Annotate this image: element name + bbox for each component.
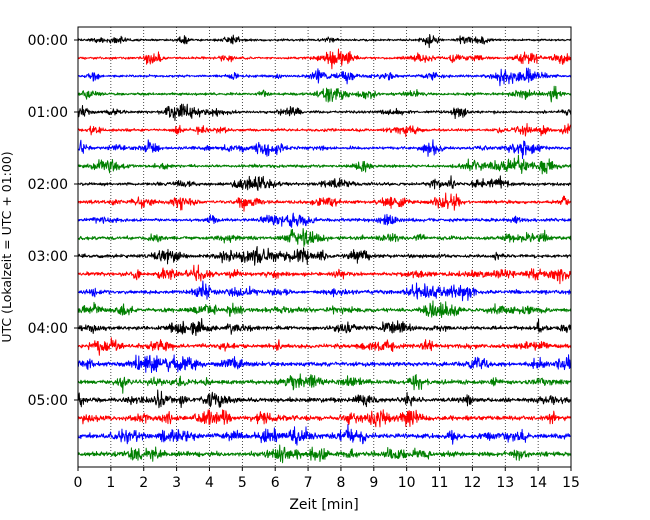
trace-0130 [77, 139, 572, 160]
x-axis-ticks: 0 1 2 3 4 5 6 7 8 9 10 11 12 13 14 15 [74, 467, 580, 491]
plot-frame [77, 26, 572, 468]
trace-0415 [77, 337, 572, 356]
trace-0215 [77, 192, 572, 212]
x-tick-label: 0 [74, 475, 83, 491]
x-axis-title: Zeit [min] [289, 497, 358, 513]
x-tick-label: 15 [562, 475, 580, 491]
seismogram-traces [77, 34, 572, 464]
trace-0315 [77, 264, 572, 285]
trace-0115 [77, 123, 572, 138]
y-tick-label: 05:00 [28, 393, 68, 409]
trace-0500 [77, 389, 572, 409]
x-tick-label: 6 [271, 475, 280, 491]
trace-0345 [77, 300, 572, 318]
trace-0230 [77, 212, 572, 228]
trace-0000 [77, 34, 572, 49]
x-tick-label: 12 [463, 475, 481, 491]
x-tick-label: 4 [205, 475, 214, 491]
trace-0445 [77, 373, 572, 394]
trace-0245 [77, 228, 572, 247]
y-tick-label: 01:00 [28, 105, 68, 121]
trace-0545 [77, 444, 572, 464]
trace-0030 [77, 67, 572, 87]
trace-0045 [77, 85, 572, 103]
trace-0100 [77, 103, 572, 121]
trace-0400 [77, 318, 572, 337]
x-tick-label: 11 [431, 475, 449, 491]
x-tick-label: 9 [369, 475, 378, 491]
y-tick-label: 03:00 [28, 249, 68, 265]
trace-0145 [77, 154, 572, 175]
trace-0300 [77, 246, 572, 266]
x-tick-label: 5 [238, 475, 247, 491]
x-tick-label: 14 [529, 475, 547, 491]
trace-0515 [77, 409, 572, 428]
x-tick-label: 7 [304, 475, 313, 491]
y-tick-label: 00:00 [28, 33, 68, 49]
x-tick-label: 8 [336, 475, 345, 491]
x-tick-label: 3 [172, 475, 181, 491]
trace-0530 [77, 424, 572, 446]
y-tick-label: 02:00 [28, 177, 68, 193]
x-tick-label: 10 [398, 475, 416, 491]
y-axis-ticks: 00:00 01:00 02:00 03:00 04:00 05:00 [28, 33, 78, 409]
trace-0430 [77, 354, 572, 374]
x-tick-label: 1 [106, 475, 115, 491]
trace-0015 [77, 48, 572, 70]
trace-0330 [77, 280, 572, 302]
y-tick-label: 04:00 [28, 321, 68, 337]
trace-0200 [77, 175, 572, 191]
x-tick-label: 2 [139, 475, 148, 491]
x-tick-label: 13 [496, 475, 514, 491]
y-axis-title: UTC (Lokalzeit = UTC + 01:00) [0, 151, 14, 342]
